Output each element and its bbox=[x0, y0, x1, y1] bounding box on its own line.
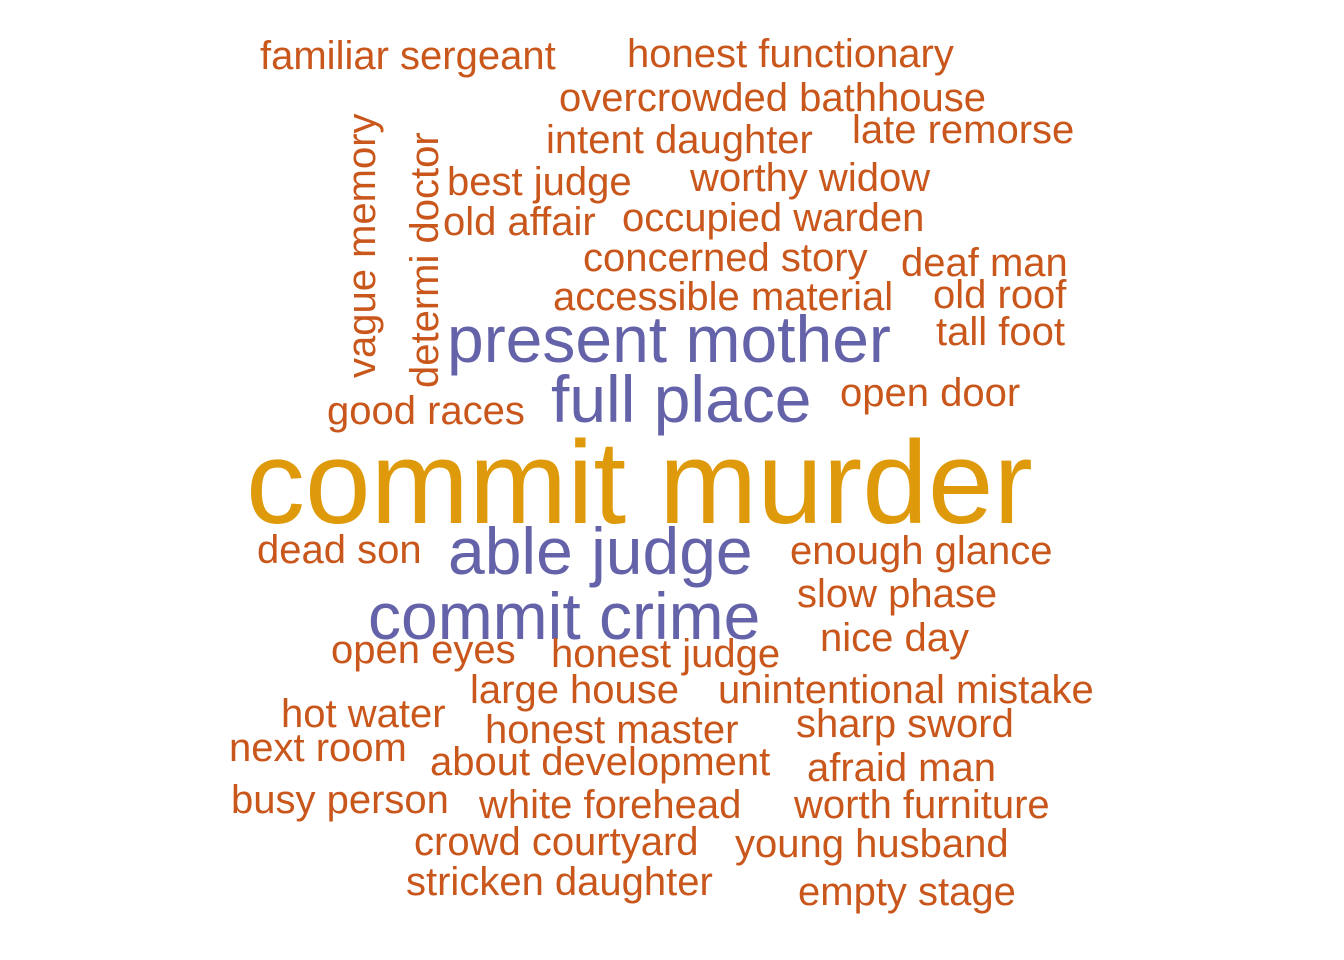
word-present-mother: present mother bbox=[447, 302, 891, 376]
word-sharp-sword: sharp sword bbox=[796, 702, 1014, 746]
word-afraid-man: afraid man bbox=[807, 746, 996, 790]
word-white-forehead: white forehead bbox=[479, 783, 742, 827]
word-deaf-man: deaf man bbox=[901, 241, 1068, 285]
word-old-roof: old roof bbox=[933, 273, 1067, 317]
word-good-races: good races bbox=[327, 389, 525, 433]
word-overcrowded-bathhouse: overcrowded bathhouse bbox=[559, 76, 986, 120]
word-tall-foot: tall foot bbox=[936, 310, 1065, 354]
word-dead-son: dead son bbox=[257, 528, 422, 572]
word-familiar-sergeant: familiar sergeant bbox=[260, 34, 556, 78]
word-open-eyes: open eyes bbox=[331, 628, 516, 672]
word-commit-murder: commit murder bbox=[246, 417, 1033, 549]
word-worth-furniture: worth furniture bbox=[794, 783, 1050, 827]
word-vague-memory: vague memory bbox=[340, 113, 384, 378]
word-honest-functionary: honest functionary bbox=[627, 32, 954, 76]
word-commit-crime: commit crime bbox=[368, 579, 761, 653]
word-hot-water: hot water bbox=[281, 692, 446, 736]
word-concerned-story: concerned story bbox=[583, 236, 868, 280]
word-busy-person: busy person bbox=[231, 778, 449, 822]
word-intent-daughter: intent daughter bbox=[546, 118, 813, 162]
word-old-affair: old affair bbox=[443, 200, 596, 244]
word-honest-judge: honest judge bbox=[551, 632, 781, 676]
word-crowd-courtyard: crowd courtyard bbox=[414, 820, 699, 864]
word-slow-phase: slow phase bbox=[797, 572, 998, 616]
word-large-house: large house bbox=[470, 668, 680, 712]
word-late-remorse: late remorse bbox=[852, 108, 1075, 152]
word-occupied-warden: occupied warden bbox=[622, 196, 925, 240]
word-about-development: about development bbox=[430, 740, 771, 784]
word-honest-master: honest master bbox=[485, 708, 739, 752]
word-young-husband: young husband bbox=[735, 822, 1009, 866]
word-empty-stage: empty stage bbox=[798, 870, 1016, 914]
word-worthy-widow: worthy widow bbox=[690, 156, 931, 200]
word-able-judge: able judge bbox=[448, 514, 753, 588]
word-stricken-daughter: stricken daughter bbox=[406, 860, 713, 904]
word-unintentional-mistake: unintentional mistake bbox=[718, 668, 1094, 712]
word-nice-day: nice day bbox=[820, 616, 969, 660]
word-best-judge: best judge bbox=[447, 160, 632, 204]
word-full-place: full place bbox=[551, 362, 812, 436]
word-accessible-material: accessible material bbox=[553, 275, 894, 319]
word-open-door: open door bbox=[840, 371, 1021, 415]
word-next-room: next room bbox=[229, 726, 407, 770]
word-determi-doctor: determi doctor bbox=[403, 132, 447, 388]
word-enough-glance: enough glance bbox=[790, 529, 1053, 573]
